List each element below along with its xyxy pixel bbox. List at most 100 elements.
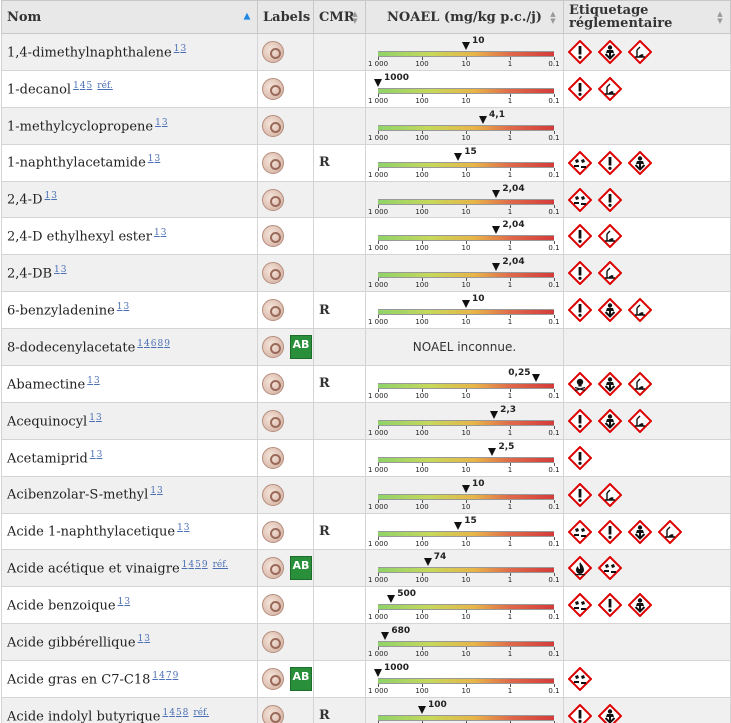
source-ref-link[interactable]: 4 bbox=[159, 670, 165, 681]
health-hazard-icon[interactable] bbox=[598, 298, 622, 323]
table-row[interactable]: Abamectine 13 R 1 000 100 10 1 0.1 0,25 bbox=[1, 365, 731, 403]
label-badge-icon[interactable] bbox=[262, 594, 284, 617]
environment-icon[interactable] bbox=[658, 519, 682, 544]
exclamation-icon[interactable] bbox=[598, 519, 622, 544]
skull-icon[interactable] bbox=[568, 371, 592, 396]
source-ref-link[interactable]: 6 bbox=[150, 338, 157, 349]
exclamation-icon[interactable] bbox=[598, 150, 622, 175]
source-ref-link[interactable]: 1 bbox=[117, 597, 124, 608]
exclamation-icon[interactable] bbox=[568, 445, 592, 470]
ref-link[interactable]: réf. bbox=[193, 707, 209, 718]
label-badge-icon[interactable] bbox=[262, 483, 284, 506]
environment-icon[interactable] bbox=[628, 408, 652, 433]
table-row[interactable]: 1,4-dimethylnaphthalene 13 1 000 100 10 1 0.1 1… bbox=[1, 33, 731, 71]
source-ref-link[interactable]: 3 bbox=[144, 634, 151, 645]
ref-link[interactable]: réf. bbox=[97, 80, 113, 91]
source-ref-link[interactable]: 3 bbox=[160, 228, 167, 239]
flame-icon[interactable] bbox=[568, 556, 592, 581]
label-badge-icon[interactable] bbox=[262, 77, 284, 100]
source-ref-link[interactable]: 9 bbox=[172, 670, 179, 681]
source-ref-link[interactable]: 3 bbox=[180, 43, 187, 54]
label-badge-icon[interactable] bbox=[262, 372, 284, 395]
corrosion-icon[interactable] bbox=[598, 556, 622, 581]
table-row[interactable]: 1-methylcyclopropene 13 1 000 100 10 1 0.1 4,1 bbox=[1, 106, 731, 145]
source-ref-link[interactable]: 1 bbox=[162, 707, 169, 718]
exclamation-icon[interactable] bbox=[568, 261, 592, 286]
source-ref-link[interactable]: 1 bbox=[137, 634, 144, 645]
source-ref-link[interactable]: 1 bbox=[155, 117, 161, 128]
label-badge-icon[interactable] bbox=[262, 262, 284, 285]
table-row[interactable]: Acequinocyl 13 1 000 100 10 1 0.1 2,3 bbox=[1, 401, 731, 440]
environment-icon[interactable] bbox=[628, 371, 652, 396]
source-ref-link[interactable]: 3 bbox=[154, 154, 161, 165]
environment-icon[interactable] bbox=[628, 298, 652, 323]
corrosion-icon[interactable] bbox=[568, 187, 592, 212]
source-ref-link[interactable]: 3 bbox=[123, 302, 130, 313]
ref-link[interactable]: réf. bbox=[212, 560, 229, 571]
exclamation-icon[interactable] bbox=[568, 703, 592, 723]
label-badge-icon[interactable] bbox=[262, 151, 284, 174]
col-header-noael[interactable]: NOAEL (mg/kg p.c./j) ▲ ▼ bbox=[365, 0, 564, 34]
table-row[interactable]: 2,4-D ethylhexyl ester 13 1 000 100 10 1 0.1 2,… bbox=[1, 217, 731, 256]
source-ref-link[interactable]: 5 bbox=[195, 560, 201, 571]
source-ref-link[interactable]: 3 bbox=[96, 449, 103, 460]
source-ref-link[interactable]: 1 bbox=[87, 375, 93, 386]
source-ref-link[interactable]: 1 bbox=[150, 486, 157, 497]
health-hazard-icon[interactable] bbox=[598, 371, 622, 396]
sort-icon[interactable]: ▲ ▼ bbox=[550, 9, 556, 25]
source-ref-link[interactable]: 3 bbox=[183, 523, 190, 534]
label-badge-icon[interactable] bbox=[262, 336, 284, 359]
table-row[interactable]: 2,4-DB 13 1 000 100 10 1 0.1 2,04 bbox=[1, 254, 731, 293]
source-ref-link[interactable]: 1 bbox=[147, 154, 154, 165]
organic-ab-icon[interactable]: AB bbox=[290, 667, 312, 692]
table-row[interactable]: 6-benzyladenine 13 R 1 000 100 10 1 0.1 10 bbox=[1, 291, 731, 330]
corrosion-icon[interactable] bbox=[568, 593, 592, 618]
source-ref-link[interactable]: 1 bbox=[73, 80, 79, 91]
label-badge-icon[interactable] bbox=[262, 704, 284, 723]
exclamation-icon[interactable] bbox=[568, 39, 592, 64]
table-row[interactable]: Acibenzolar-S-methyl 13 1 000 100 10 1 0.1 10 bbox=[1, 475, 731, 514]
source-ref-link[interactable]: 4 bbox=[188, 560, 195, 571]
source-ref-link[interactable]: 3 bbox=[161, 117, 168, 128]
exclamation-icon[interactable] bbox=[598, 187, 622, 212]
environment-icon[interactable] bbox=[598, 261, 622, 286]
table-row[interactable]: 2,4-D 13 1 000 100 10 1 0.1 2,04 bbox=[1, 180, 731, 219]
exclamation-icon[interactable] bbox=[598, 593, 622, 618]
environment-icon[interactable] bbox=[598, 76, 622, 101]
label-badge-icon[interactable] bbox=[262, 409, 284, 432]
label-badge-icon[interactable] bbox=[262, 188, 284, 211]
exclamation-icon[interactable] bbox=[568, 224, 592, 249]
exclamation-icon[interactable] bbox=[568, 482, 592, 507]
table-row[interactable]: Acide gras en C7-C18 1479 AB 1 000 100 10 1 0.1… bbox=[1, 660, 731, 699]
source-ref-link[interactable]: 3 bbox=[157, 486, 163, 497]
corrosion-icon[interactable] bbox=[568, 667, 592, 692]
source-ref-link[interactable]: 5 bbox=[86, 80, 93, 91]
label-badge-icon[interactable] bbox=[262, 668, 284, 691]
source-ref-link[interactable]: 1 bbox=[44, 191, 51, 202]
source-ref-link[interactable]: 1 bbox=[153, 228, 160, 239]
source-ref-link[interactable]: 1 bbox=[152, 670, 159, 681]
health-hazard-icon[interactable] bbox=[598, 39, 622, 64]
table-row[interactable]: Acide benzoique 13 1 000 100 10 1 0.1 500 bbox=[1, 586, 731, 625]
exclamation-icon[interactable] bbox=[568, 408, 592, 433]
source-ref-link[interactable]: 9 bbox=[201, 560, 208, 571]
col-header-cmr[interactable]: CMR ▲ ▼ bbox=[313, 0, 366, 34]
label-badge-icon[interactable] bbox=[262, 299, 284, 322]
source-ref-link[interactable]: 3 bbox=[95, 412, 102, 423]
source-ref-link[interactable]: 1 bbox=[181, 560, 188, 571]
source-ref-link[interactable]: 3 bbox=[93, 375, 100, 386]
source-ref-link[interactable]: 5 bbox=[175, 707, 182, 718]
sort-icon[interactable]: ▲ ▼ bbox=[717, 9, 723, 25]
environment-icon[interactable] bbox=[598, 482, 622, 507]
source-ref-link[interactable]: 1 bbox=[137, 338, 144, 349]
sort-asc-icon[interactable]: ▲ bbox=[243, 11, 251, 22]
table-row[interactable]: 1-decanol 145 réf. 1 000 100 10 1 0.1 1000 bbox=[1, 69, 731, 108]
table-row[interactable]: Acide 1-naphthylacetique 13 R 1 000 100 10 1 0.… bbox=[1, 512, 731, 551]
source-ref-link[interactable]: 7 bbox=[165, 670, 172, 681]
label-badge-icon[interactable] bbox=[262, 40, 284, 63]
source-ref-link[interactable]: 8 bbox=[182, 707, 189, 718]
label-badge-icon[interactable] bbox=[262, 114, 284, 137]
label-badge-icon[interactable] bbox=[262, 225, 284, 248]
source-ref-link[interactable]: 4 bbox=[144, 338, 150, 349]
health-hazard-icon[interactable] bbox=[628, 593, 652, 618]
